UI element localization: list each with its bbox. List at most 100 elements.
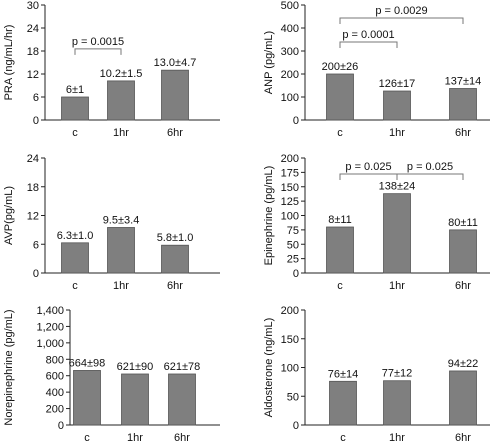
y-tick-label: 18 — [27, 46, 39, 58]
data-label: 76±14 — [328, 368, 359, 380]
y-tick-label: 50 — [287, 239, 299, 251]
bar-1hr — [121, 373, 149, 426]
data-label: 6.3±1.0 — [57, 230, 94, 242]
x-tick-label: 6hr — [455, 127, 471, 139]
data-label: 13.0±4.7 — [154, 57, 197, 69]
x-tick-label: c — [72, 280, 78, 292]
y-tick-label: 100 — [281, 363, 299, 375]
y-tick-label: 0 — [33, 268, 39, 280]
data-label: 10.2±1.5 — [100, 68, 143, 80]
y-tick-label: 175 — [281, 167, 299, 179]
significance-bracket — [339, 17, 464, 24]
x-tick-label: 1hr — [113, 127, 129, 139]
bar-1hr — [383, 90, 411, 121]
data-label: 5.8±1.0 — [157, 232, 194, 244]
data-label: 200±26 — [322, 61, 359, 73]
bar-6hr — [161, 69, 189, 121]
y-tick-label: 0 — [33, 115, 39, 127]
x-tick-label: 1hr — [389, 280, 405, 292]
x-tick-label: c — [340, 432, 346, 444]
bar-6hr — [449, 370, 477, 426]
y-tick-label: 0 — [58, 420, 64, 432]
bar-c — [61, 242, 89, 274]
x-tick-label: 1hr — [127, 432, 143, 444]
significance-bracket — [339, 173, 398, 180]
y-tick-label: 75 — [287, 225, 299, 237]
bar-c — [326, 226, 354, 274]
p-value-label: p = 0.0029 — [375, 5, 427, 17]
data-label: 621±90 — [117, 361, 154, 373]
y-tick-label: 0 — [293, 420, 299, 432]
y-tick-label: 1,200 — [36, 321, 64, 333]
x-tick-label: 6hr — [167, 127, 183, 139]
y-tick-label: 0 — [293, 268, 299, 280]
y-tick-label: 100 — [281, 92, 299, 104]
y-tick-label: 300 — [281, 46, 299, 58]
y-axis-label: Epinephrine (pg/mL) — [263, 166, 275, 266]
y-tick-label: 200 — [281, 69, 299, 81]
bar-1hr — [107, 80, 135, 121]
y-axis-label: Aldosterone (ng/mL) — [263, 318, 275, 418]
data-label: 126±17 — [379, 78, 416, 90]
significance-bracket — [396, 173, 464, 180]
chart-panel-5: 0 200 400 600 800 1,000 1,200 1,400 Norepinephri… — [3, 305, 220, 444]
y-tick-label: 200 — [281, 305, 299, 317]
y-tick-label: 18 — [27, 182, 39, 194]
y-axis-label: ANP (pg/mL) — [263, 31, 275, 94]
y-tick-label: 6 — [33, 92, 39, 104]
x-tick-label: c — [72, 127, 78, 139]
data-label: 77±12 — [382, 368, 413, 380]
bar-1hr — [383, 380, 411, 426]
bar-6hr — [168, 373, 196, 426]
x-tick-label: 6hr — [455, 432, 471, 444]
data-label: 138±24 — [379, 181, 416, 193]
y-tick-label: 200 — [281, 153, 299, 165]
data-label: 8±11 — [328, 214, 352, 226]
bar-c — [73, 370, 101, 426]
y-tick-label: 12 — [27, 69, 39, 81]
y-axis-label: AVP(pg/mL) — [3, 186, 15, 245]
x-tick-label: c — [84, 432, 90, 444]
y-tick-label: 30 — [27, 0, 39, 12]
y-tick-label: 50 — [287, 391, 299, 403]
y-tick-label: 1,000 — [36, 338, 64, 350]
y-tick-label: 400 — [46, 387, 64, 399]
bar-c — [61, 96, 89, 121]
y-axis-label: PRA (ng/mL/hr) — [3, 25, 15, 101]
y-tick-label: 200 — [46, 404, 64, 416]
x-tick-label: 6hr — [167, 280, 183, 292]
p-value-label: p = 0.025 — [407, 161, 453, 173]
y-tick-label: 0 — [293, 115, 299, 127]
bar-6hr — [449, 88, 477, 121]
x-tick-label: 6hr — [455, 280, 471, 292]
x-tick-label: 1hr — [389, 432, 405, 444]
x-tick-label: 1hr — [113, 280, 129, 292]
chart-panel-6: 0 50 100 150 200 Aldosterone (ng/mL) c 76±14 1hr… — [263, 305, 490, 444]
p-value-label: p = 0.025 — [345, 161, 391, 173]
y-tick-label: 100 — [281, 211, 299, 223]
y-tick-label: 24 — [27, 23, 39, 35]
y-tick-label: 500 — [281, 0, 299, 12]
p-value-label: p = 0.0001 — [342, 29, 394, 41]
x-tick-label: c — [337, 280, 343, 292]
data-label: 9.5±3.4 — [103, 214, 140, 226]
p-value-label: p = 0.0015 — [72, 36, 124, 48]
data-label: 137±14 — [445, 75, 482, 87]
data-label: 621±78 — [164, 361, 201, 373]
x-tick-label: 1hr — [389, 127, 405, 139]
x-tick-label: c — [337, 127, 343, 139]
y-tick-label: 12 — [27, 211, 39, 223]
y-axis-label: Norepinephrine (pg/mL) — [3, 309, 15, 425]
significance-bracket — [74, 48, 122, 55]
bar-c — [329, 380, 357, 426]
y-tick-label: 150 — [281, 334, 299, 346]
bar-1hr — [107, 227, 135, 274]
y-tick-label: 6 — [33, 239, 39, 251]
data-label: 94±22 — [448, 358, 479, 370]
data-label: 6±1 — [66, 84, 84, 96]
significance-bracket — [339, 41, 398, 48]
bar-6hr — [449, 229, 477, 274]
y-tick-label: 600 — [46, 371, 64, 383]
data-label: 664±98 — [69, 357, 106, 369]
